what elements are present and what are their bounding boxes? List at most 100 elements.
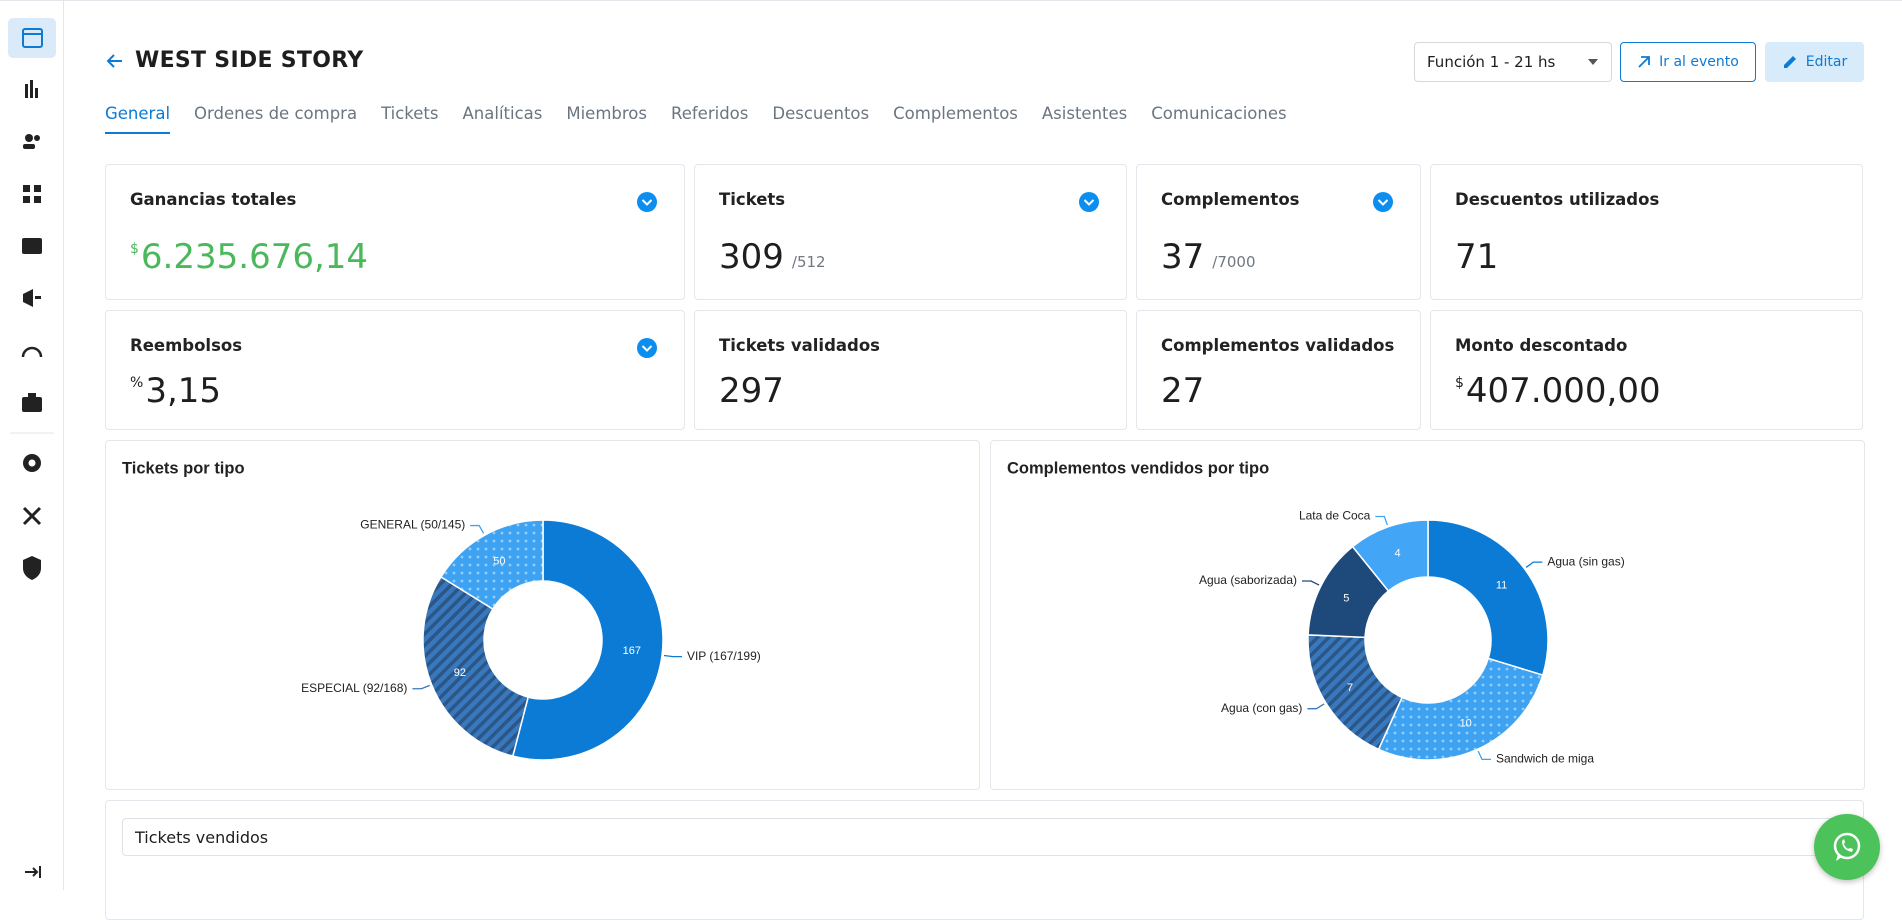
slice-label: Agua (sin gas): [1547, 554, 1624, 568]
stat-total: /512: [791, 253, 826, 271]
page-header: WEST SIDE STORY: [105, 48, 364, 73]
tab[interactable]: Comunicaciones: [1151, 104, 1287, 123]
stats-grid: Ganancias totales $6.235.676,14 Tickets 309…: [105, 164, 1863, 430]
stat-card: Tickets 309/512: [694, 164, 1127, 300]
stat-prefix: %: [130, 375, 144, 391]
toggle-circle: [637, 338, 657, 358]
tab[interactable]: Referidos: [671, 104, 749, 123]
edit-button[interactable]: Editar: [1765, 42, 1864, 82]
people-icon[interactable]: [23, 134, 40, 149]
stat-number: 27: [1161, 371, 1205, 411]
button-label: Editar: [1805, 54, 1848, 70]
slice-value: 10: [1460, 717, 1472, 729]
stat-label: Complementos: [1161, 190, 1300, 209]
label-leader: [1477, 750, 1491, 761]
campaign-icon[interactable]: [23, 289, 41, 307]
expand-toggle[interactable]: [1372, 191, 1394, 213]
stat-prefix: $: [130, 241, 139, 257]
stat-label: Ganancias totales: [130, 190, 297, 209]
toggle-chevron: [641, 345, 653, 352]
tab[interactable]: Miembros: [566, 104, 647, 123]
tab[interactable]: Descuentos: [772, 104, 870, 123]
support-icon[interactable]: [21, 346, 43, 358]
toggle-circle: [1373, 192, 1393, 212]
sidebar-icons: [8, 18, 56, 878]
label-leader: [663, 654, 682, 658]
chart-title: Complementos vendidos por tipo: [1007, 459, 1269, 477]
tools-icon[interactable]: [22, 506, 42, 526]
toggle-chevron: [1377, 199, 1389, 206]
slice-label: GENERAL (50/145): [360, 518, 465, 532]
go-to-event-button[interactable]: Ir al evento: [1620, 42, 1756, 82]
stat-value: 297: [719, 371, 784, 411]
donut-slice: [511, 519, 664, 761]
stat-number: 37: [1161, 237, 1205, 277]
event-title: WEST SIDE STORY: [135, 48, 364, 73]
chart-card: Complementos vendidos por tipo 11 Agua (s…: [990, 440, 1865, 790]
donut-chart: Complementos vendidos por tipo 11 Agua (s…: [1007, 459, 1625, 766]
sales-card: Tickets vendidos: [105, 800, 1864, 920]
toggle-circle: [1079, 192, 1099, 212]
tab[interactable]: Complementos: [893, 104, 1018, 123]
stat-label: Complementos validados: [1161, 336, 1395, 355]
sidebar: [0, 0, 64, 890]
toggle-circle: [637, 192, 657, 212]
stat-total: /7000: [1212, 253, 1256, 271]
slice-value: 92: [454, 667, 466, 679]
toggle-chevron: [1083, 199, 1095, 206]
analytics-icon[interactable]: [25, 80, 38, 98]
function-select[interactable]: Función 1 - 21 hs: [1414, 42, 1612, 82]
stat-number: 71: [1455, 237, 1499, 277]
label-leader: [1375, 515, 1388, 526]
button-label: Ir al evento: [1659, 54, 1739, 70]
label-leader: [470, 524, 485, 534]
tab[interactable]: Ordenes de compra: [194, 104, 358, 123]
slice-label: VIP (167/199): [687, 649, 761, 663]
slice-value: 7: [1347, 682, 1353, 694]
briefcase-icon[interactable]: [22, 393, 42, 412]
slice-label: Agua (saborizada): [1199, 573, 1297, 587]
tab[interactable]: Asistentes: [1041, 104, 1128, 123]
expand-toggle[interactable]: [636, 337, 658, 359]
calendar-icon[interactable]: [22, 28, 43, 48]
select-caret: [1588, 59, 1598, 65]
stat-card: Descuentos utilizados 71: [1430, 164, 1863, 300]
slice-value: 5: [1343, 593, 1349, 605]
expand-toggle[interactable]: [636, 191, 658, 213]
whatsapp-button[interactable]: [1814, 814, 1880, 880]
stat-card: Tickets validados 297: [694, 310, 1127, 430]
stat-label: Tickets validados: [719, 336, 880, 355]
tab[interactable]: Tickets: [381, 104, 439, 123]
slice-label: Sandwich de miga: [1496, 752, 1594, 766]
stat-value: 71: [1455, 237, 1498, 277]
stat-value: 27: [1161, 371, 1204, 411]
label-leader: [412, 684, 431, 690]
stat-number: 309: [719, 237, 784, 277]
stat-number: 407.000,00: [1465, 371, 1661, 411]
expand-toggle[interactable]: [1078, 191, 1100, 213]
donut-slice: [1377, 657, 1544, 761]
slice-label: Lata de Coca: [1299, 509, 1371, 523]
tabs: General Ordenes de compra Tickets Analítica…: [105, 104, 1287, 134]
tab[interactable]: General: [105, 104, 171, 134]
stat-card: Monto descontado $407.000,00: [1430, 310, 1863, 430]
slice-value: 11: [1496, 579, 1507, 591]
label-leader: [1302, 580, 1320, 586]
security-icon[interactable]: [23, 556, 41, 580]
slice-value: 4: [1394, 548, 1400, 560]
settings-icon[interactable]: [23, 454, 41, 472]
external-icon: [1638, 56, 1651, 68]
back-arrow[interactable]: [105, 51, 125, 71]
stat-value: $6.235.676,14: [130, 237, 368, 277]
stat-label: Monto descontado: [1455, 336, 1628, 355]
qr-icon[interactable]: [23, 185, 41, 203]
collapse-icon[interactable]: [25, 866, 41, 878]
slice-value: 50: [493, 556, 505, 568]
badge-icon[interactable]: [22, 238, 42, 254]
stat-card: Complementos validados 27: [1136, 310, 1421, 430]
tab[interactable]: Analíticas: [462, 104, 543, 123]
stat-value: $407.000,00: [1455, 371, 1661, 411]
sales-chart-title: Tickets vendidos: [122, 818, 1862, 856]
stat-card: Reembolsos% 3,15: [105, 310, 685, 430]
